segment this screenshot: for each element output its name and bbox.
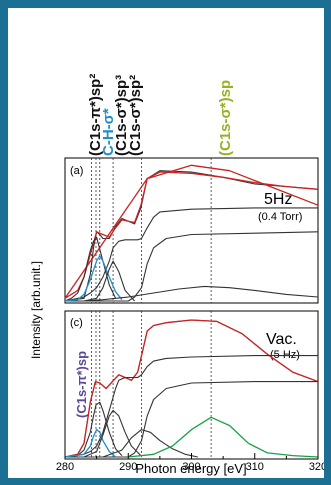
xanes-chart: (C1s-π*)sp² C-H-σ* (C1s-σ*)sp³ (C1s-σ*)s… xyxy=(29,74,324,476)
x-axis-label: Photon energy [eV] xyxy=(135,461,246,476)
series-line xyxy=(128,416,319,458)
series-line xyxy=(64,171,319,299)
series-line xyxy=(64,355,318,458)
series-line xyxy=(83,409,142,458)
panel-c-reference-lines xyxy=(91,311,212,459)
peak-label-c1s-pi-sp2: (C1s-π*)sp² xyxy=(87,74,104,156)
panel-a-reference-lines xyxy=(91,158,212,303)
x-axis-ticks: 280 290 300 310 320 xyxy=(56,453,324,473)
panel-a: (a) 5Hz (0.4 Torr) xyxy=(64,157,319,304)
panel-c-condition: Vac. xyxy=(266,331,297,348)
x-tick-label: 320 xyxy=(309,461,324,473)
x-tick-label: 290 xyxy=(119,461,137,473)
series-line xyxy=(65,231,319,302)
panel-c-series xyxy=(64,319,319,458)
series-line xyxy=(64,255,123,302)
peak-label-c1s-pi-sp: (C1s-π*)sp xyxy=(74,351,89,418)
series-line xyxy=(64,319,319,458)
series-line xyxy=(102,429,198,458)
peak-labels: (C1s-π*)sp² C-H-σ* (C1s-σ*)sp³ (C1s-σ*)s… xyxy=(74,74,234,418)
peak-label-c-h-sigma: C-H-σ* xyxy=(100,108,117,156)
panel-a-frame xyxy=(64,157,319,304)
x-tick-label: 300 xyxy=(182,461,200,473)
x-tick-label: 310 xyxy=(246,461,264,473)
series-line xyxy=(64,164,319,299)
panel-c-subcondition: (5 Hz) xyxy=(270,349,300,361)
figure-frame: (C1s-π*)sp² C-H-σ* (C1s-σ*)sp³ (C1s-σ*)s… xyxy=(8,8,324,478)
panel-c-id: (c) xyxy=(70,317,83,329)
series-line xyxy=(65,381,318,458)
y-axis-label: Intensity [arb.unit.] xyxy=(29,261,43,359)
series-line xyxy=(64,401,123,458)
peak-label-c1s-sigma-sp2: (C1s-σ*)sp² xyxy=(127,75,144,156)
peak-label-c1s-sigma-sp: (C1s-σ*)sp xyxy=(217,80,234,156)
panel-a-subcondition: (0.4 Torr) xyxy=(258,211,302,223)
x-tick-label: 280 xyxy=(56,461,74,473)
series-line xyxy=(64,428,117,458)
panel-c: (c) Vac. (5 Hz) 280 290 300 310 320 xyxy=(56,310,324,473)
series-line xyxy=(64,236,117,302)
panel-a-series xyxy=(64,164,319,302)
series-line xyxy=(83,285,319,302)
panel-a-id: (a) xyxy=(70,165,83,177)
series-line xyxy=(83,260,136,302)
series-line xyxy=(64,207,318,302)
panel-a-condition: 5Hz xyxy=(264,191,292,208)
peak-label-c1s-sigma-sp3: (C1s-σ*)sp³ xyxy=(113,75,130,156)
